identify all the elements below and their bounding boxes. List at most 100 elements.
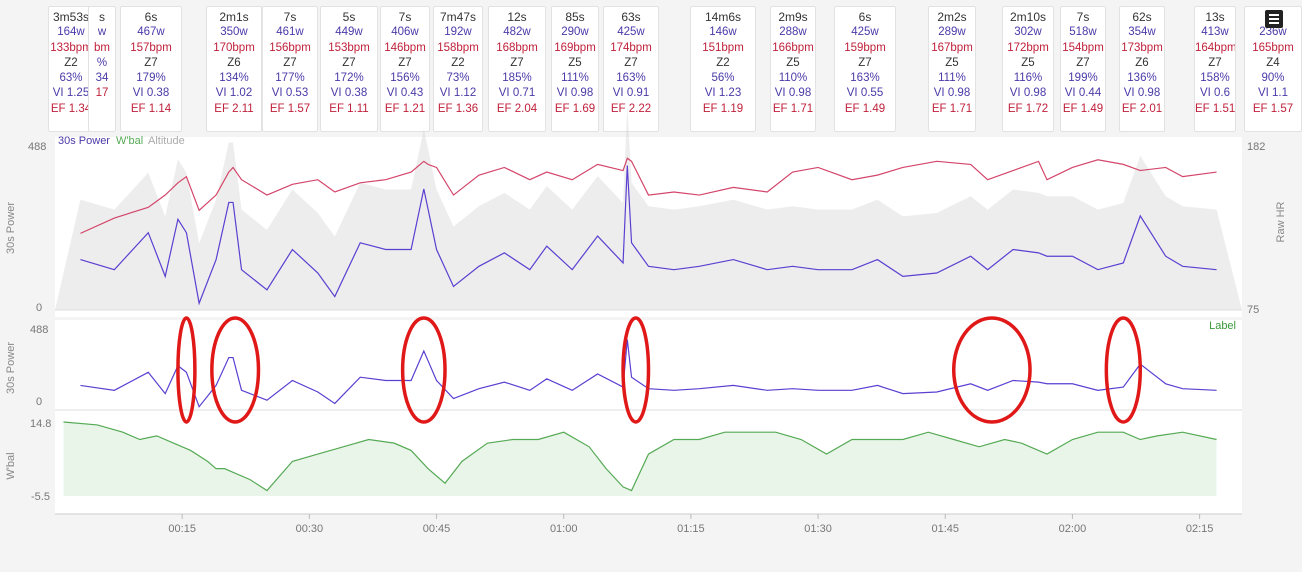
interval-w: 482w	[503, 26, 531, 39]
interval-vi: VI 1.02	[215, 87, 253, 100]
interval-card[interactable]: 63s 425w 174bpm Z7 163% VI 0.91 EF 2.22	[603, 6, 659, 132]
legend-30s-power[interactable]: 30s Power	[58, 135, 110, 147]
interval-w: 425w	[617, 26, 645, 39]
interval-ef: EF 2.11	[214, 102, 254, 115]
interval-bpm: 166bpm	[772, 41, 814, 54]
interval-bpm: 164bpm	[1195, 41, 1236, 54]
interval-ef: EF 1.71	[772, 102, 814, 115]
interval-ef: EF 1.57	[269, 102, 311, 115]
interval-zone: Z7	[283, 56, 297, 69]
interval-dur: 7s	[398, 10, 412, 24]
interval-dur: 14m6s	[704, 10, 742, 24]
annotation-circle	[176, 316, 197, 424]
y-axis-label-power-2: 30s Power	[5, 342, 17, 394]
interval-zone: Z6	[227, 56, 241, 69]
interval-zone: Z2	[451, 56, 465, 69]
annotation-circle	[1104, 316, 1143, 424]
interval-w: 467w	[137, 26, 165, 39]
interval-card[interactable]: 13s 413w 164bpm Z7 158% VI 0.6 EF 1.51	[1194, 6, 1236, 132]
interval-ef: EF 2.04	[496, 102, 538, 115]
interval-bpm: 173bpm	[1121, 41, 1163, 54]
panel-top-bg	[55, 137, 1242, 317]
y-tick-max-top: 488	[28, 141, 46, 153]
interval-vi: VI 1.1	[1257, 87, 1289, 100]
interval-card[interactable]: 2m1s 350w 170bpm Z6 134% VI 1.02 EF 2.11	[206, 6, 262, 132]
series-power-top	[80, 165, 1217, 306]
interval-vi: VI 1.12	[439, 87, 477, 100]
interval-dur: 63s	[621, 10, 641, 24]
interval-w: 288w	[779, 26, 807, 39]
interval-card[interactable]: 6s 467w 157bpm Z7 179% VI 0.38 EF 1.14	[120, 6, 182, 132]
interval-card[interactable]: s w bm% 34 17	[88, 6, 116, 132]
chart-menu-icon[interactable]	[1265, 10, 1283, 28]
y-tick-wbal-max: 14.8	[30, 418, 51, 430]
interval-vi: VI 0.71	[498, 87, 536, 100]
interval-w: 350w	[220, 26, 248, 39]
interval-card[interactable]: 2m9s 288w 166bpm Z5 110% VI 0.98 EF 1.71	[770, 6, 816, 132]
interval-card[interactable]: 7s 461w 156bpm Z7 177% VI 0.53 EF 1.57	[262, 6, 318, 132]
interval-ef: EF 2.22	[610, 102, 652, 115]
interval-pct: 134%	[219, 72, 249, 85]
annotation-circle	[621, 316, 651, 424]
interval-w: 302w	[1014, 26, 1042, 39]
x-tick-label: 02:15	[1186, 523, 1214, 535]
interval-card[interactable]: 7m47s 192w 158bpm Z2 73% VI 1.12 EF 1.36	[433, 6, 483, 132]
interval-dur: 2m9s	[778, 10, 808, 24]
interval-ef: 17	[95, 87, 109, 100]
interval-w: 461w	[276, 26, 304, 39]
annotation-circle	[951, 316, 1032, 424]
interval-dur: 7m47s	[439, 10, 477, 24]
interval-pct: 90%	[1261, 72, 1285, 85]
interval-zone: Z7	[398, 56, 412, 69]
y-tick-wbal-min: -5.5	[31, 491, 50, 503]
interval-dur: 85s	[565, 10, 585, 24]
annotation-circle	[400, 316, 447, 424]
interval-card[interactable]: 62s 354w 173bpm Z6 136% VI 0.98 EF 2.01	[1119, 6, 1165, 132]
x-tick-label: 01:30	[804, 523, 832, 535]
interval-w: 236w	[1259, 26, 1287, 39]
x-tick-label: 02:00	[1059, 523, 1087, 535]
series-power-mid	[80, 339, 1217, 408]
legend-altitude[interactable]: Altitude	[148, 135, 185, 147]
interval-card[interactable]: 12s 482w 168bpm Z7 185% VI 0.71 EF 2.04	[488, 6, 546, 132]
interval-card[interactable]: 7s 518w 154bpm Z7 199% VI 0.44 EF 1.49	[1060, 6, 1106, 132]
interval-card[interactable]: 14m6s 146w 151bpm Z2 56% VI 1.23 EF 1.19	[690, 6, 756, 132]
interval-bpm: 167bpm	[931, 41, 973, 54]
interval-pct: 111%	[561, 72, 589, 85]
interval-pct: 116%	[1013, 72, 1043, 85]
interval-card[interactable]: 5s 449w 153bpm Z7 172% VI 0.38 EF 1.11	[320, 6, 378, 132]
interval-card[interactable]: 6s 425w 159bpm Z7 163% VI 0.55 EF 1.49	[834, 6, 896, 132]
interval-dur: 12s	[507, 10, 527, 24]
interval-card[interactable]: 85s 290w 169bpm Z5 111% VI 0.98 EF 1.69	[551, 6, 599, 132]
interval-card[interactable]: 2m2s 289w 167bpm Z5 111% VI 0.98 EF 1.71	[928, 6, 976, 132]
interval-ef: EF 1.49	[844, 102, 886, 115]
interval-card[interactable]: 7s 406w 146bpm Z7 156% VI 0.43 EF 1.21	[380, 6, 430, 132]
interval-ef: EF 1.36	[437, 102, 479, 115]
interval-zone: Z5	[945, 56, 959, 69]
interval-bpm: 154bpm	[1062, 41, 1104, 54]
interval-ef: EF 1.14	[130, 102, 172, 115]
interval-bpm: 169bpm	[554, 41, 596, 54]
interval-bpm: 174bpm	[610, 41, 652, 54]
interval-zone: Z7	[144, 56, 158, 69]
interval-pct: 110%	[778, 72, 808, 85]
interval-pct: %	[96, 56, 108, 69]
interval-card[interactable]: 2m10s 302w 172bpm Z5 116% VI 0.98 EF 1.72	[1002, 6, 1054, 132]
interval-w: 290w	[561, 26, 589, 39]
interval-card[interactable]: 3m53s 164w 133bpm Z2 63% VI 1.25 EF 1.34	[48, 6, 94, 132]
wbal-area	[63, 422, 1217, 496]
interval-dur: 13s	[1205, 10, 1225, 24]
interval-bpm: 172bpm	[1007, 41, 1049, 54]
interval-w: w	[97, 26, 107, 39]
interval-pct: 156%	[390, 72, 420, 85]
y-axis-label-wbal: W'bal	[5, 452, 17, 479]
interval-w: 289w	[938, 26, 966, 39]
interval-zone: Z6	[1135, 56, 1149, 69]
interval-vi: VI 0.43	[386, 87, 424, 100]
legend-wbal[interactable]: W'bal	[116, 135, 143, 147]
x-tick-label: 00:15	[168, 523, 196, 535]
interval-dur: 2m2s	[937, 10, 967, 24]
interval-ef: EF 1.21	[384, 102, 426, 115]
interval-ef: EF 1.19	[702, 102, 744, 115]
interval-vi: VI 0.38	[330, 87, 368, 100]
